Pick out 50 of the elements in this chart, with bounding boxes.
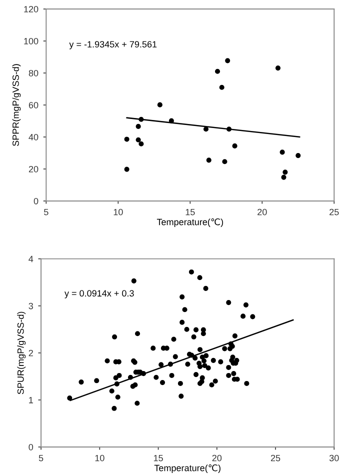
x-tick-label: 20 — [212, 454, 222, 462]
y-tick-label: 0 — [34, 198, 38, 204]
x-tick-label: 30 — [329, 454, 339, 462]
point — [206, 158, 212, 163]
point — [124, 136, 130, 142]
x-axis-title: Temperature(℃) — [156, 218, 224, 227]
y-tick-label: 60 — [28, 102, 38, 108]
x-tick-label: 10 — [114, 208, 123, 216]
x-tick-label: 15 — [154, 454, 163, 462]
y-tick-label: 100 — [24, 38, 38, 44]
point — [138, 141, 144, 146]
y-axis-title: SPPR(mgP/gVSS-d) — [12, 64, 21, 146]
y-tick-label: 20 — [28, 166, 38, 172]
y-tick-label: 1 — [29, 397, 33, 404]
x-axis-title: Temperature(℃) — [154, 464, 220, 473]
y-tick-label: 2 — [28, 350, 33, 356]
point — [136, 137, 141, 142]
point — [281, 174, 286, 180]
x-tick-label: 10 — [95, 454, 104, 462]
y-tick-label: 40 — [28, 134, 38, 140]
point — [219, 84, 224, 90]
point — [280, 150, 285, 155]
x-tick-label: 25 — [330, 208, 339, 216]
point — [203, 126, 209, 132]
y-tick-label: 0 — [28, 444, 34, 450]
point — [282, 170, 288, 175]
y-axis-title: SPUR(mgP/gVSS-d) — [17, 312, 26, 394]
point — [232, 143, 238, 148]
point — [138, 116, 144, 122]
x-tick-label: 20 — [258, 208, 267, 216]
point — [136, 124, 141, 129]
x-tick-label: 15 — [186, 208, 195, 216]
annotation: y = -1.9345x + 79.561 — [69, 41, 157, 50]
point — [275, 66, 281, 71]
y-tick-label: 120 — [24, 6, 38, 12]
annotation: y = 0.0914x + 0.3 — [64, 290, 134, 298]
point — [225, 58, 230, 64]
x-tick-label: 5 — [38, 454, 44, 462]
y-tick-label: 4 — [28, 256, 34, 262]
point — [222, 159, 228, 164]
x-tick-label: 25 — [270, 454, 280, 462]
point — [168, 118, 174, 124]
point — [296, 153, 301, 158]
point — [124, 166, 130, 172]
y-tick-label: 80 — [28, 70, 38, 76]
y-tick-label: 3 — [28, 302, 34, 310]
x-tick-label: 5 — [44, 208, 48, 216]
point — [214, 68, 220, 74]
point — [226, 126, 232, 132]
point — [157, 102, 162, 108]
